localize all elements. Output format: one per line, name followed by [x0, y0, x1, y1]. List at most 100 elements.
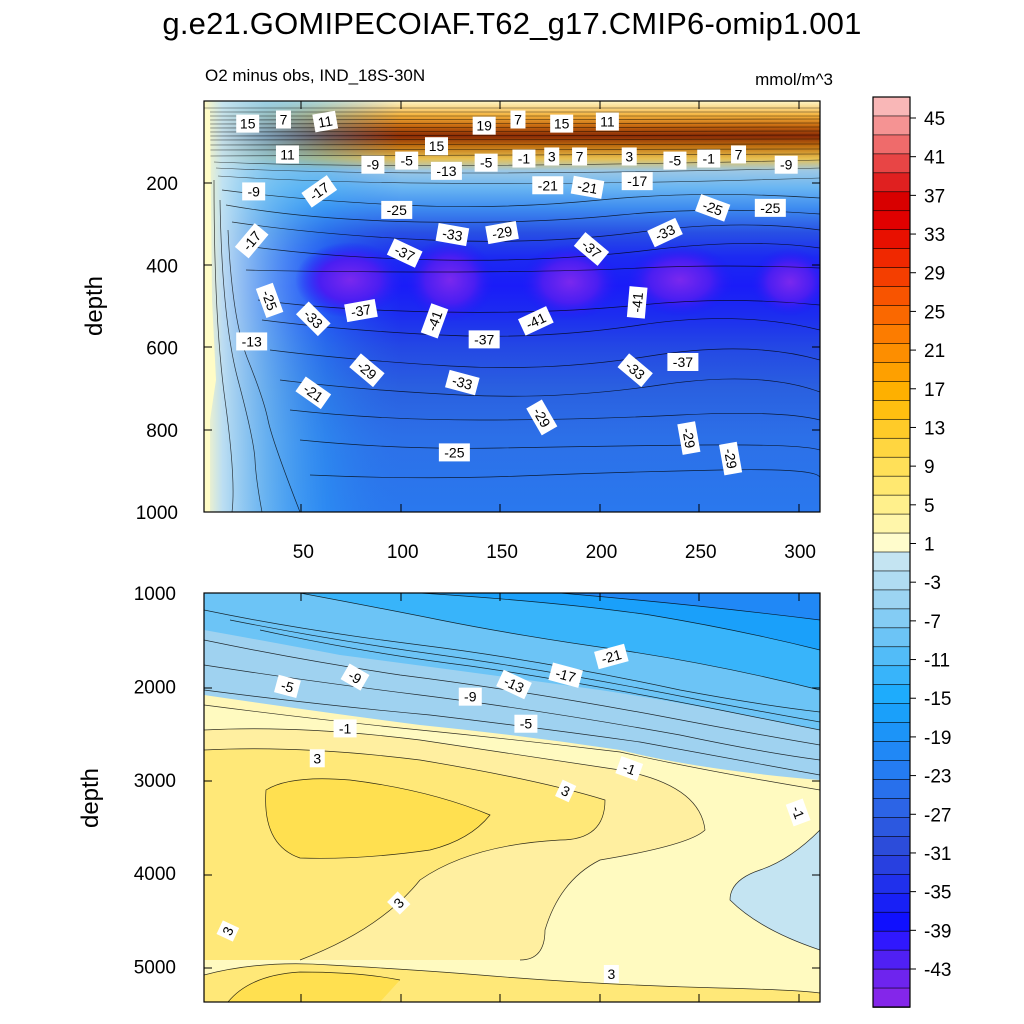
lower-ylabel: depth: [77, 768, 104, 828]
colorbar-swatch: [872, 418, 911, 440]
colorbar-swatch: [872, 248, 911, 269]
colorbar-tick-label: 13: [924, 418, 945, 439]
contour-label: -13: [430, 161, 462, 180]
colorbar-swatch: [872, 665, 911, 686]
upper-panel: 50 100 150 200 250 300 200 400 600 800 1000 15 7 11…: [81, 100, 821, 563]
colorbar-tick-label: 5: [924, 496, 935, 517]
colorbar-swatch: [872, 987, 911, 1008]
svg-text:-13: -13: [242, 333, 262, 349]
svg-text:-13: -13: [436, 163, 456, 179]
svg-text:-9: -9: [464, 689, 477, 705]
colorbar-swatch: [872, 229, 911, 250]
upper-y-tick-label: 800: [146, 421, 178, 442]
colorbar-swatch: [872, 760, 911, 781]
svg-text:-1: -1: [621, 759, 638, 778]
contour-label: 11: [275, 145, 299, 164]
colorbar-tick-label: -35: [924, 883, 951, 904]
contour-label: 3: [544, 147, 560, 166]
colorbar-swatch: [872, 172, 911, 193]
colorbar-tick-label: -11: [924, 651, 950, 672]
contour-label: -37: [344, 299, 378, 323]
contour-label: -5: [663, 151, 687, 170]
colorbar-tick-label: 1: [924, 535, 935, 556]
svg-text:-25: -25: [387, 202, 407, 218]
contour-label: -13: [236, 332, 268, 351]
colorbar-swatch: [872, 949, 911, 970]
colorbar-tick-label: 21: [924, 341, 945, 362]
contour-label: -9: [458, 687, 482, 706]
contour-label: -33: [445, 369, 480, 396]
colorbar-swatch: [872, 210, 911, 231]
colorbar-swatch: [872, 532, 911, 553]
contour-label: 7: [510, 110, 526, 129]
colorbar-tick-label: -7: [924, 612, 941, 633]
svg-text:7: 7: [514, 111, 522, 127]
svg-text:15: 15: [240, 116, 256, 132]
colorbar-tick-label: -43: [924, 960, 951, 981]
svg-text:-5: -5: [669, 153, 682, 169]
page-title: g.e21.GOMIPECOIAF.T62_g17.CMIP6-omip1.00…: [162, 6, 862, 41]
contour-label: -25: [695, 194, 731, 222]
svg-text:-29: -29: [721, 447, 740, 470]
contour-label: -25: [754, 198, 786, 217]
svg-text:3: 3: [313, 750, 321, 766]
colorbar-swatch: [872, 305, 911, 326]
upper-x-tick-label: 50: [293, 542, 314, 563]
lower-y-tick-label: 5000: [134, 958, 176, 979]
colorbar-swatch: [872, 798, 911, 819]
svg-text:19: 19: [476, 118, 492, 134]
colorbar-swatch: [872, 911, 911, 932]
svg-text:-1: -1: [788, 804, 807, 821]
svg-text:15: 15: [429, 138, 445, 154]
contour-label: 15: [424, 137, 448, 156]
contour-label: -1: [615, 756, 644, 781]
colorbar-swatch: [872, 96, 911, 117]
contour-label: -1: [333, 719, 357, 738]
colorbar-tick-label: -3: [924, 573, 941, 594]
contour-label: 11: [595, 112, 619, 131]
contour-label: -21: [532, 176, 564, 195]
contour-label: -5: [514, 714, 538, 733]
colorbar-tick-label: 37: [924, 186, 945, 207]
colorbar-tick-label: -15: [924, 689, 951, 710]
colorbar-swatch: [872, 930, 911, 951]
svg-text:3: 3: [548, 148, 556, 164]
colorbar-tick-label: -23: [924, 767, 951, 788]
contour-label: -1: [785, 798, 811, 827]
colorbar-swatch: [872, 362, 911, 383]
colorbar-tick-label: 9: [924, 457, 935, 478]
contour-label: -13: [496, 669, 532, 700]
upper-y-tick-label: 1000: [136, 503, 178, 524]
svg-text:-33: -33: [450, 372, 474, 393]
contour-label: 7: [275, 110, 291, 129]
upper-y-tick-label: 600: [146, 339, 178, 360]
colorbar-swatch: [872, 646, 911, 667]
svg-text:-25: -25: [444, 444, 464, 460]
contour-label: -37: [386, 238, 423, 268]
contour-label: -1: [697, 149, 721, 168]
svg-text:-25: -25: [259, 288, 281, 313]
colorbar-swatch: [872, 286, 911, 307]
svg-text:-33: -33: [652, 221, 677, 244]
svg-text:-21: -21: [576, 178, 599, 197]
contour-label: -9: [774, 155, 798, 174]
contour-label: 3: [621, 147, 637, 166]
colorbar-swatch: [872, 153, 911, 174]
svg-text:-29: -29: [491, 223, 514, 242]
upper-contour-fill: [204, 101, 820, 512]
svg-text:-17: -17: [554, 665, 578, 686]
svg-text:11: 11: [600, 114, 615, 130]
svg-text:-5: -5: [279, 677, 295, 696]
colorbar-swatch: [872, 494, 911, 515]
svg-text:-9: -9: [780, 157, 793, 173]
colorbar-tick-label: 41: [924, 148, 945, 169]
upper-y-tick-label: 200: [146, 174, 178, 195]
colorbar-swatch: [872, 703, 911, 724]
colorbar-swatch: [872, 722, 911, 743]
lower-y-tick-label: 2000: [134, 677, 176, 698]
lower-y-tick-label: 1000: [134, 584, 176, 605]
contour-label: -29: [485, 220, 519, 245]
svg-text:-37: -37: [673, 354, 693, 370]
lower-contour-fill: [204, 593, 820, 1002]
